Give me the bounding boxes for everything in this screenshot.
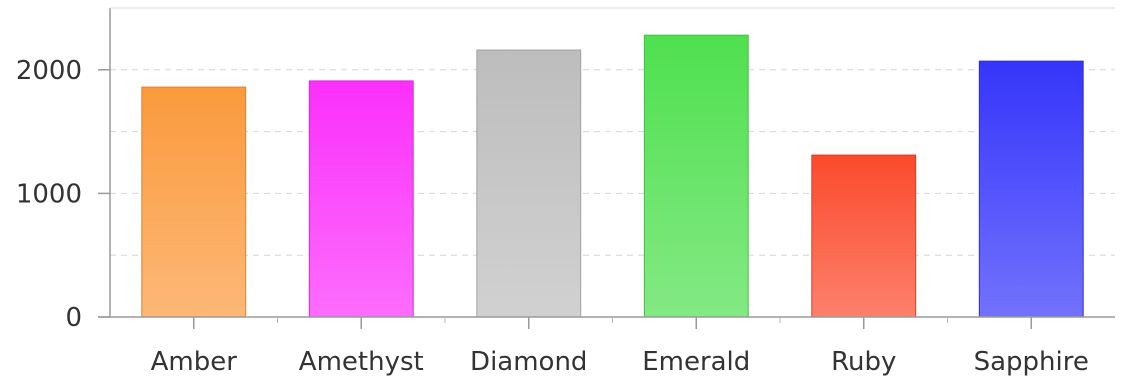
x-tick-label-ruby: Ruby — [831, 347, 896, 377]
bars — [141, 34, 1084, 318]
bar-ruby — [811, 154, 917, 318]
bar-sapphire — [978, 60, 1084, 318]
x-tick-label-emerald: Emerald — [642, 347, 750, 377]
bar-emerald — [643, 34, 749, 318]
gridlines — [110, 69, 1115, 256]
x-tick-label-diamond: Diamond — [470, 347, 587, 377]
x-tick-label-amethyst: Amethyst — [299, 347, 424, 377]
bar-amethyst — [308, 80, 414, 318]
x-tick-label-sapphire: Sapphire — [974, 347, 1089, 377]
plot-background — [110, 8, 1115, 316]
bar-diamond — [476, 49, 582, 318]
y-tick-label: 1000 — [16, 179, 82, 209]
x-axis-ticks: Amber Amethyst Diamond Emerald Ruby Sapphire — [151, 317, 1089, 377]
bar-amber — [141, 86, 247, 318]
y-axis-ticks: 0 1000 2000 — [16, 56, 110, 333]
y-tick-label: 0 — [65, 303, 82, 333]
x-tick-label-amber: Amber — [151, 347, 238, 377]
y-tick-label: 2000 — [16, 56, 82, 86]
